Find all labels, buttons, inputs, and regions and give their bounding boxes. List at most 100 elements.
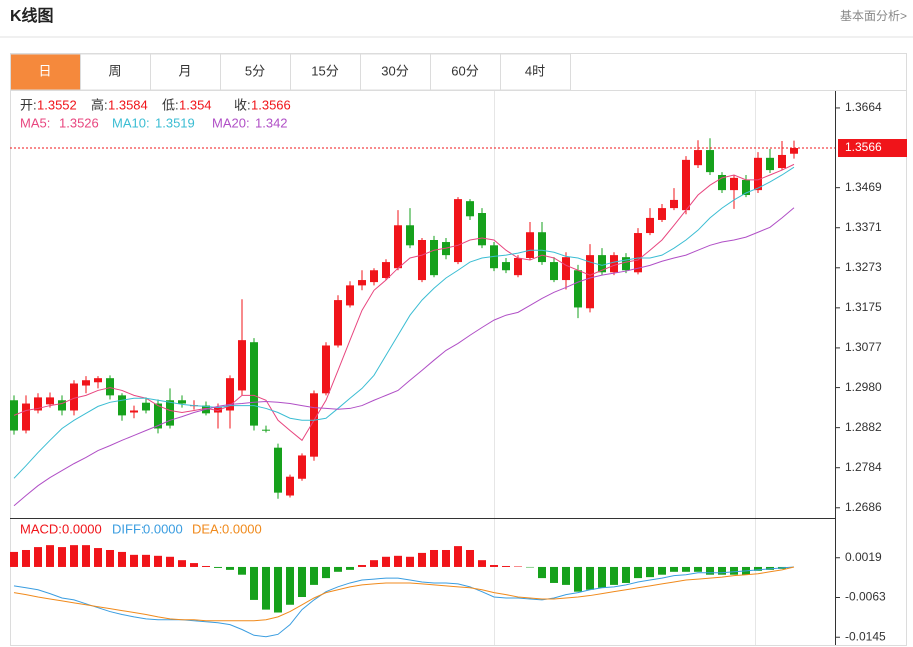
tab[interactable] [10, 53, 81, 91]
macd-bar [706, 566, 714, 575]
macd-bar [334, 566, 342, 572]
macd-bar [58, 547, 66, 567]
ma-line [13, 207, 795, 507]
macd-bar [418, 552, 426, 567]
macd-bar [286, 566, 294, 605]
y-tick-label: 1.3175 [845, 300, 882, 314]
macd-bar [598, 566, 606, 588]
macd-bar [694, 566, 702, 572]
candle-body [526, 232, 534, 258]
y-tick-label: 1.2882 [845, 420, 882, 434]
y-tick-label: 0.0019 [845, 550, 882, 564]
y-tick-label: 1.3273 [845, 260, 882, 274]
ohlc-label: 高: [91, 97, 108, 112]
candle-body [790, 148, 798, 154]
candle-body [706, 150, 714, 173]
tab-label[interactable]: 15分 [311, 63, 338, 78]
macd-bar [502, 565, 510, 567]
macd-bar [718, 566, 726, 575]
candle-body [286, 476, 294, 496]
tab[interactable] [430, 53, 501, 91]
macd-bar [310, 566, 318, 585]
candle-body [274, 447, 282, 493]
legend-value: 0.0000 [62, 521, 102, 536]
candle-body [394, 225, 402, 269]
ma-line [13, 166, 795, 479]
tab-label[interactable]: 周 [108, 63, 121, 78]
tab[interactable] [500, 53, 571, 91]
tab-label[interactable]: 5分 [245, 63, 265, 78]
tab-label[interactable]: 30分 [381, 63, 408, 78]
legend-value: 0.0000 [222, 521, 262, 536]
tab-label[interactable]: 月 [178, 63, 191, 78]
candle-body [70, 383, 78, 411]
ohlc-value: 1.354 [179, 97, 212, 112]
tab-label[interactable]: 日 [38, 63, 51, 78]
legend-value: 1.342 [255, 115, 288, 130]
candle-body [766, 157, 774, 171]
candle-body [418, 239, 426, 281]
legend-name: MACD: [20, 521, 62, 536]
candle-body [574, 270, 582, 308]
candle-body [778, 154, 786, 169]
macd-bar [406, 556, 414, 567]
legend-name: MA10: [112, 115, 150, 130]
macd-bar [106, 549, 114, 567]
candle-body [46, 397, 54, 405]
candle-body [142, 402, 150, 411]
macd-bar [562, 566, 570, 585]
candle-body [310, 393, 318, 457]
candle-body [538, 232, 546, 263]
macd-bar [250, 566, 258, 600]
candle-body [670, 199, 678, 209]
macd-bar [682, 566, 690, 572]
legend-name: MA5: [20, 115, 50, 130]
macd-bar [178, 560, 186, 567]
candle-body [514, 257, 522, 276]
macd-line [13, 566, 795, 638]
tab-label[interactable]: 60分 [451, 63, 478, 78]
macd-bar [262, 566, 270, 610]
candle-body [118, 395, 126, 416]
macd-bar [202, 565, 210, 567]
candle-body [430, 239, 438, 276]
macd-bar [46, 545, 54, 567]
candle-body [634, 233, 642, 273]
candle-body [586, 255, 594, 309]
tab[interactable] [220, 53, 291, 91]
candle-body [562, 257, 570, 281]
macd-bar [658, 566, 666, 575]
macd-bar [538, 566, 546, 579]
candle-body [106, 378, 114, 396]
macd-bar [130, 554, 138, 567]
candle-body [82, 380, 90, 386]
candle-body [730, 177, 738, 191]
macd-bar [754, 566, 762, 571]
widget-title: K线图 [10, 6, 54, 25]
candle-body [382, 262, 390, 279]
y-tick-label: 1.2686 [845, 500, 882, 514]
candle-body [94, 378, 102, 383]
macd-bar [34, 547, 42, 567]
y-tick-label: 1.2784 [845, 460, 882, 474]
candle-body [466, 201, 474, 217]
macd-bar [70, 545, 78, 567]
candle-body [622, 257, 630, 271]
macd-bar [142, 554, 150, 567]
tab[interactable] [150, 53, 221, 91]
tab-label[interactable]: 4时 [525, 63, 545, 78]
macd-bar [94, 548, 102, 567]
last-price-label: 1.3566 [845, 140, 882, 154]
candle-body [370, 270, 378, 283]
candle-body [130, 410, 138, 413]
fundamental-link[interactable]: 基本面分析> [840, 9, 907, 23]
ohlc-label: 收: [234, 97, 251, 112]
y-tick-label: 1.3077 [845, 340, 882, 354]
tab[interactable] [290, 53, 361, 91]
candle-body [406, 225, 414, 246]
candle-body [682, 159, 690, 211]
macd-bar [466, 549, 474, 567]
tab[interactable] [80, 53, 151, 91]
legend-name: MA20: [212, 115, 250, 130]
